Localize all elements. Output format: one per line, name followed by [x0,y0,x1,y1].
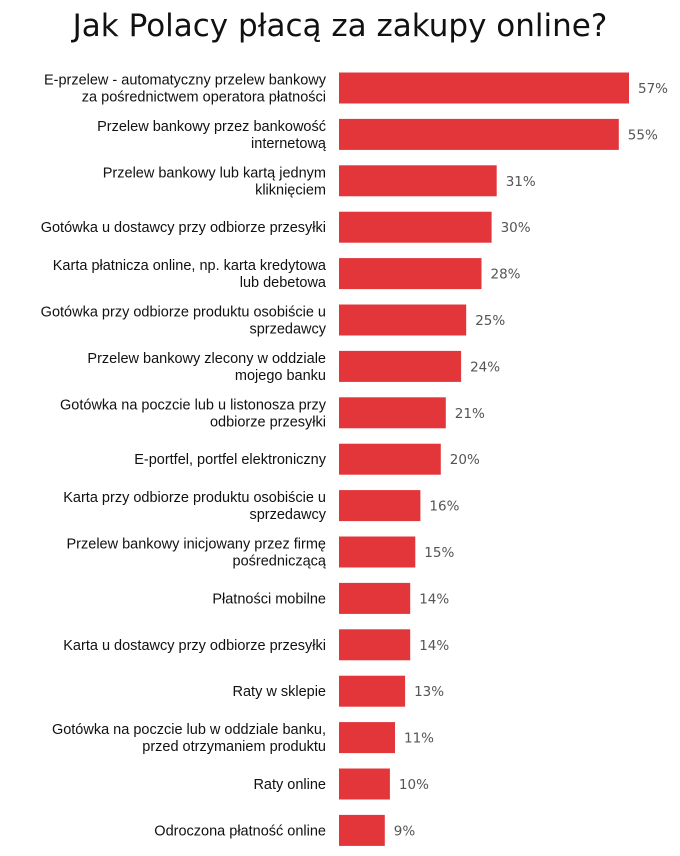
category-label: Karta przy odbiorze produktu osobiście u [63,490,326,506]
value-label: 15% [424,545,454,561]
value-label: 13% [414,684,444,700]
bar [339,629,411,661]
bar [339,72,629,104]
category-label: E-przelew - automatyczny przelew bankowy [44,73,327,89]
category-label: pośredniczącą [233,554,327,570]
category-label: Płatności mobilne [212,591,326,607]
category-label: Przelew bankowy przez bankowość [97,119,326,135]
value-label: 14% [419,591,449,607]
category-label: Gotówka na poczcie lub u listonosza przy [60,397,327,413]
category-label: za pośrednictwem operatora płatności [82,90,326,106]
category-label: Przelew bankowy lub kartą jednym [103,165,326,181]
value-label: 28% [491,267,521,283]
bar [339,118,619,150]
bar [339,304,467,336]
value-label: 20% [450,452,480,468]
category-label: Gotówka na poczcie lub w oddziale banku, [52,722,326,738]
value-label: 14% [419,638,449,654]
value-label: 31% [506,174,536,190]
category-label: mojego banku [235,368,326,384]
bar [339,350,462,382]
chart-title: Jak Polacy płacą za zakupy online? [72,8,608,44]
bar [339,814,385,846]
value-label: 21% [455,406,485,422]
category-label: sprzedawcy [249,507,326,523]
value-label: 10% [399,777,429,793]
bar [339,536,416,568]
category-label: Raty w sklepie [233,684,326,700]
bar [339,443,441,475]
bar [339,768,390,800]
value-label: 57% [638,81,668,97]
value-label: 25% [475,313,505,329]
bar [339,675,406,707]
category-label: Gotówka u dostawcy przy odbiorze przesył… [41,220,326,236]
category-label: Karta płatnicza online, np. karta kredyt… [53,258,327,274]
bar [339,258,482,290]
value-label: 30% [501,220,531,236]
category-label: Karta u dostawcy przy odbiorze przesyłki [63,638,326,654]
value-label: 11% [404,731,434,747]
category-label: odbiorze przesyłki [210,414,326,430]
category-label: Gotówka przy odbiorze produktu osobiście… [41,305,326,321]
category-label: E-portfel, portfel elektroniczny [134,452,327,468]
category-label: Przelew bankowy zlecony w oddziale [87,351,326,367]
value-label: 9% [394,823,416,839]
category-label: sprzedawcy [249,322,326,338]
bar [339,165,497,197]
category-label: internetową [251,136,327,152]
category-label: przed otrzymaniem produktu [142,739,326,755]
bar [339,490,421,522]
value-label: 55% [628,127,658,143]
bar [339,211,492,243]
bar [339,722,395,754]
category-label: Raty online [253,777,326,793]
value-label: 16% [429,499,459,515]
category-label: Przelew bankowy inicjowany przez firmę [67,537,327,553]
category-label: lub debetowa [240,275,327,291]
value-label: 24% [470,359,500,375]
category-label: Odroczona płatność online [154,823,326,839]
category-label: kliknięciem [255,182,326,198]
bar [339,582,411,614]
bar [339,397,446,429]
